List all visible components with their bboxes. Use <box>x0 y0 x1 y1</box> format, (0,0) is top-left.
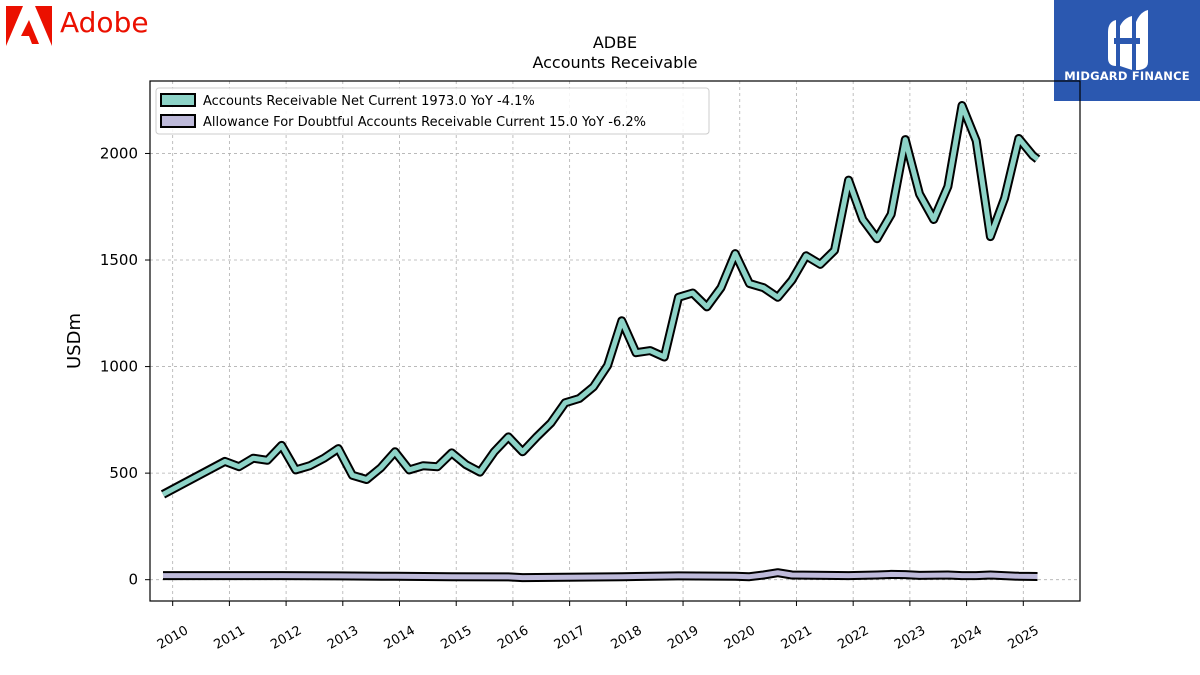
x-tick-label: 2025 <box>1005 623 1041 653</box>
series-2-line <box>163 570 1038 581</box>
x-tick-label: 2023 <box>892 623 928 653</box>
midgard-finance-text: MIDGARD FINANCE <box>1064 69 1190 83</box>
x-tick-label: 2022 <box>835 623 871 653</box>
legend-swatch <box>160 114 196 128</box>
x-tick-label: 2011 <box>212 623 248 653</box>
y-axis-ticks: 0 500 1000 1500 2000 <box>100 144 150 589</box>
chart-subtitle: Accounts Receivable <box>532 53 697 72</box>
legend-label: Allowance For Doubtful Accounts Receivab… <box>203 115 646 130</box>
series-2 <box>163 568 1038 583</box>
x-tick-label: 2018 <box>609 623 645 653</box>
y-tick-label: 500 <box>109 464 138 482</box>
x-tick-label: 2024 <box>949 623 985 653</box>
x-tick-label: 2019 <box>665 623 701 653</box>
y-tick-label: 0 <box>128 571 138 589</box>
midgard-emblem-icon <box>1108 10 1148 70</box>
adobe-a-icon <box>6 6 52 46</box>
adobe-logo-text: Adobe <box>60 6 149 39</box>
x-tick-label: 2021 <box>779 623 815 653</box>
y-tick-label: 2000 <box>100 144 138 162</box>
x-tick-label: 2017 <box>552 623 588 653</box>
x-tick-label: 2014 <box>382 623 418 653</box>
x-tick-label: 2015 <box>438 623 474 653</box>
chart-title: ADBE <box>593 33 637 52</box>
x-tick-label: 2010 <box>155 623 191 653</box>
legend: Accounts Receivable Net Current 1973.0 Y… <box>155 87 710 135</box>
y-tick-label: 1000 <box>100 358 138 376</box>
legend-box <box>155 87 710 135</box>
y-axis-label: USDm <box>64 313 85 369</box>
series-1-line <box>161 103 1040 497</box>
series-1-outline <box>160 101 1041 499</box>
x-axis-ticks: 2010 2011 2012 2013 2014 2015 2016 2017 2018 2019… <box>155 601 1042 653</box>
x-tick-label: 2013 <box>325 623 361 653</box>
series-layer <box>160 101 1041 583</box>
adobe-logo <box>6 6 166 46</box>
y-tick-label: 1500 <box>100 251 138 269</box>
x-tick-label: 2020 <box>722 623 758 653</box>
plot-area <box>149 80 1081 602</box>
legend-label: Accounts Receivable Net Current 1973.0 Y… <box>203 94 535 109</box>
midgard-finance-logo: MIDGARD FINANCE <box>1054 0 1200 101</box>
series-1 <box>160 101 1041 499</box>
x-tick-label: 2012 <box>268 623 304 653</box>
x-tick-label: 2016 <box>495 623 531 653</box>
legend-swatch <box>160 93 196 107</box>
